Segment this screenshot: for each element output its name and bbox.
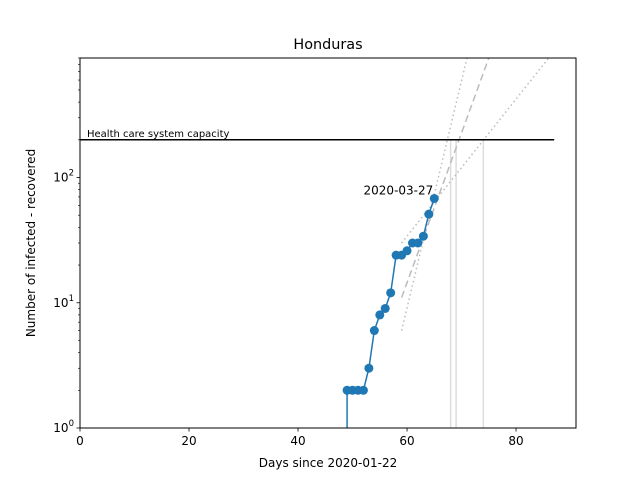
data-point (402, 246, 412, 256)
y-tick-label: 102 (53, 169, 74, 185)
capacity-label: Health care system capacity (87, 129, 229, 140)
x-tick-label: 20 (181, 434, 196, 448)
data-point (418, 231, 428, 241)
x-tick-label: 40 (290, 434, 305, 448)
y-axis-label: Number of infected - recovered (24, 149, 38, 337)
x-tick-label: 0 (76, 434, 84, 448)
data-point (358, 385, 368, 395)
fit-line-2 (401, 58, 550, 244)
data-point (364, 363, 374, 373)
date-annotation: 2020-03-27 (364, 183, 434, 197)
data-point (375, 310, 385, 320)
x-axis-label: Days since 2020-01-22 (259, 456, 398, 470)
data-point (424, 209, 434, 219)
data-point (413, 238, 423, 248)
plot-frame (79, 57, 577, 429)
data-point (369, 326, 379, 336)
data-point (386, 288, 396, 298)
data-point (380, 303, 390, 313)
axis-ticks: 0 20 40 60 80 100 101 102 (53, 57, 524, 448)
fit-line-0 (400, 58, 490, 298)
y-tick-label: 100 (53, 419, 74, 435)
x-tick-label: 60 (399, 434, 414, 448)
chart-title: Honduras (293, 37, 362, 53)
plot-area (80, 58, 555, 428)
y-tick-label: 101 (53, 294, 74, 310)
data-point (429, 193, 439, 203)
x-tick-label: 80 (508, 434, 523, 448)
